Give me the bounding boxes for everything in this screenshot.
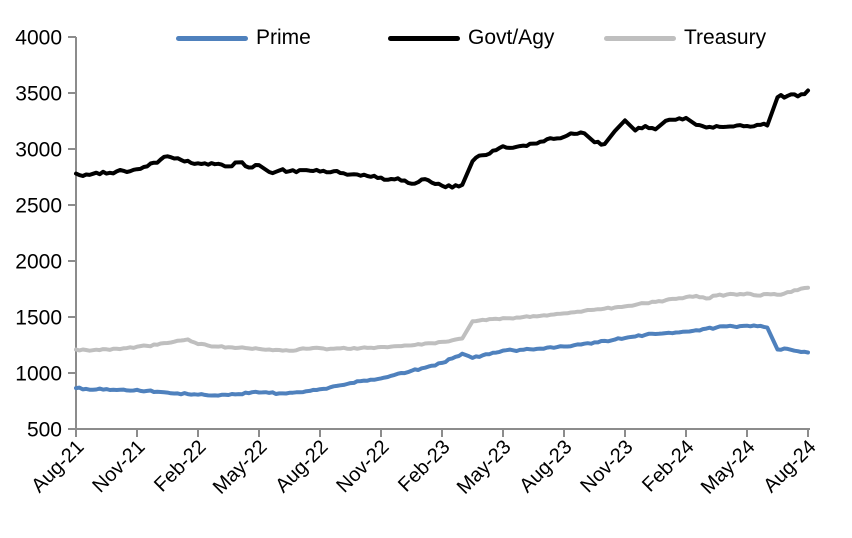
x-tick-label: Aug-23	[515, 436, 576, 497]
x-tick-label: Nov-23	[576, 436, 637, 497]
series-line-treasury	[74, 285, 810, 353]
x-tick-label: Aug-21	[27, 436, 88, 497]
x-tick-label: Aug-22	[271, 436, 332, 497]
series-line-govt-agy	[74, 88, 810, 190]
x-tick-label: Feb-22	[150, 436, 210, 496]
x-tick-label: May-23	[453, 436, 516, 499]
y-tick-label: 3500	[15, 83, 62, 106]
x-tick-label: Feb-23	[394, 436, 454, 496]
y-tick-label: 2000	[15, 251, 62, 274]
x-tick-label: Feb-24	[638, 436, 698, 496]
y-tick-label: 1500	[15, 307, 62, 330]
x-tick-label: Nov-22	[332, 436, 393, 497]
x-tick-label: Aug-24	[759, 436, 820, 497]
y-tick-label: 500	[27, 419, 62, 442]
y-tick-label: 1000	[15, 363, 62, 386]
series-line-prime	[74, 323, 810, 398]
y-tick-label: 3000	[15, 139, 62, 162]
y-tick-label: 2500	[15, 195, 62, 218]
x-tick-label: May-24	[697, 436, 760, 499]
x-tick-label: Nov-21	[88, 436, 149, 497]
x-tick-label: May-22	[209, 436, 272, 499]
y-tick-label: 4000	[15, 27, 62, 50]
